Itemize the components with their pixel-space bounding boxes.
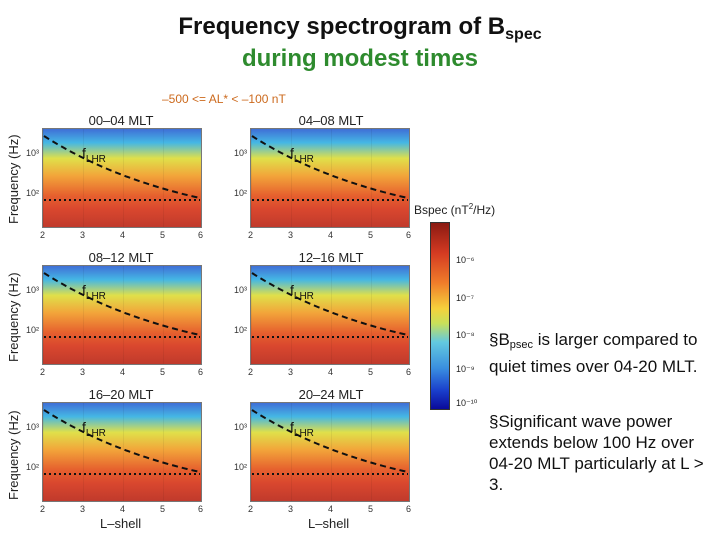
colorbar-tick: 10⁻⁸ <box>456 330 475 340</box>
y-tick-lower: 10² <box>234 462 248 472</box>
colorbar-title: Bspec (nT2/Hz) <box>414 202 496 217</box>
x-tick: 3 <box>288 230 294 240</box>
colorbar <box>430 222 450 410</box>
x-tick: 5 <box>160 504 166 514</box>
y-tick-upper: 10³ <box>234 422 248 432</box>
panel-title-04-08: 04–08 MLT <box>298 113 364 128</box>
panel-title-08-12: 08–12 MLT <box>88 250 154 265</box>
x-tick: 5 <box>160 367 166 377</box>
spectrogram-panel-08-12 <box>42 265 202 365</box>
x-tick: 6 <box>406 367 412 377</box>
x-tick: 3 <box>288 504 294 514</box>
x-tick: 4 <box>120 367 126 377</box>
x-tick: 5 <box>368 230 374 240</box>
flhr-label: fLHR <box>82 282 106 302</box>
x-tick: 2 <box>248 367 254 377</box>
y-tick-upper: 10³ <box>26 148 40 158</box>
flhr-curve <box>43 135 201 199</box>
note-wave-power: §Significant wave power extends below 10… <box>489 412 704 494</box>
spectrogram-panel-16-20 <box>42 402 202 502</box>
x-tick: 6 <box>406 230 412 240</box>
x-tick: 3 <box>80 504 86 514</box>
y-tick-upper: 10³ <box>26 285 40 295</box>
x-tick: 6 <box>198 367 204 377</box>
flhr-label: fLHR <box>82 419 106 439</box>
flhr-label: fLHR <box>290 145 314 165</box>
y-tick-lower: 10² <box>234 325 248 335</box>
x-axis-label: L–shell <box>308 516 350 531</box>
panel-title-16-20: 16–20 MLT <box>88 387 154 402</box>
y-tick-lower: 10² <box>26 188 40 198</box>
flhr-label: fLHR <box>82 145 106 165</box>
x-tick: 5 <box>160 230 166 240</box>
x-tick: 2 <box>40 230 46 240</box>
x-axis-label: L–shell <box>100 516 142 531</box>
slide-title-line2: during modest times <box>241 45 479 72</box>
y-tick-upper: 10³ <box>26 422 40 432</box>
x-tick: 3 <box>288 367 294 377</box>
y-tick-lower: 10² <box>26 462 40 472</box>
x-tick: 6 <box>198 504 204 514</box>
flhr-curve <box>43 409 201 473</box>
flhr-curve <box>251 409 409 473</box>
x-tick: 2 <box>40 367 46 377</box>
spectrogram-panel-12-16 <box>250 265 410 365</box>
x-tick: 4 <box>328 230 334 240</box>
x-tick: 6 <box>198 230 204 240</box>
flhr-curve <box>43 272 201 336</box>
x-tick: 3 <box>80 367 86 377</box>
panel-title-20-24: 20–24 MLT <box>298 387 364 402</box>
panel-title-12-16: 12–16 MLT <box>298 250 364 265</box>
x-tick: 5 <box>368 504 374 514</box>
x-tick: 4 <box>328 504 334 514</box>
slide-title-line1: Frequency spectrogram of Bspec <box>178 13 542 43</box>
colorbar-tick: 10⁻⁶ <box>456 255 475 265</box>
flhr-curve <box>251 272 409 336</box>
flhr-curve <box>251 135 409 199</box>
y-tick-lower: 10² <box>234 188 248 198</box>
colorbar-tick: 10⁻⁹ <box>456 364 475 374</box>
x-tick: 2 <box>248 504 254 514</box>
spectrogram-panel-20-24 <box>250 402 410 502</box>
panel-title-00-04: 00–04 MLT <box>88 113 154 128</box>
x-tick: 2 <box>248 230 254 240</box>
x-tick: 5 <box>368 367 374 377</box>
colorbar-tick: 10⁻⁷ <box>456 293 475 303</box>
spectrogram-panel-00-04 <box>42 128 202 228</box>
flhr-label: fLHR <box>290 419 314 439</box>
x-tick: 4 <box>120 230 126 240</box>
y-tick-lower: 10² <box>26 325 40 335</box>
y-tick-upper: 10³ <box>234 285 248 295</box>
condition-label: –500 <= AL* < –100 nT <box>162 92 286 106</box>
x-tick: 4 <box>328 367 334 377</box>
spectrogram-panel-04-08 <box>250 128 410 228</box>
x-tick: 2 <box>40 504 46 514</box>
x-tick: 3 <box>80 230 86 240</box>
y-tick-upper: 10³ <box>234 148 248 158</box>
x-tick: 6 <box>406 504 412 514</box>
note-bspec-larger: §Bpsec is larger compared to quiet times… <box>489 330 698 376</box>
flhr-label: fLHR <box>290 282 314 302</box>
x-tick: 4 <box>120 504 126 514</box>
colorbar-tick: 10⁻¹⁰ <box>456 398 478 408</box>
